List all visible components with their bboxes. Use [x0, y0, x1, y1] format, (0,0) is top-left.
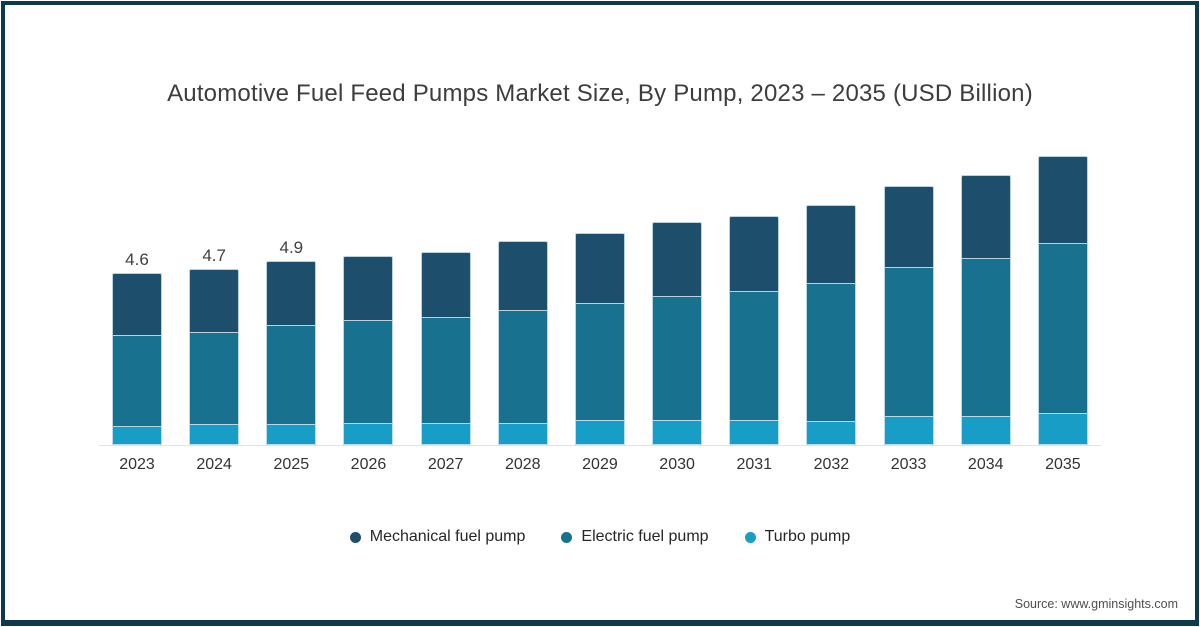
legend-item-mechanical-fuel-pump: Mechanical fuel pump	[349, 528, 526, 546]
bar-segment-electric-fuel-pump-2035	[1037, 243, 1088, 415]
legend-dot-icon	[349, 531, 361, 543]
stacked-bar-2024	[189, 268, 240, 445]
bar-segment-mechanical-fuel-pump-2028	[497, 240, 548, 311]
stacked-bar-2027	[420, 251, 471, 445]
legend-item-electric-fuel-pump: Electric fuel pump	[561, 528, 709, 546]
legend-label: Turbo pump	[764, 528, 851, 545]
stacked-bar-2026	[343, 255, 394, 445]
bar-segment-mechanical-fuel-pump-2034	[960, 175, 1011, 260]
x-axis-label-2035: 2035	[1045, 456, 1081, 473]
x-axis-label-2034: 2034	[967, 456, 1004, 473]
bar-column-2030	[652, 219, 703, 445]
x-axis-label-2033: 2033	[890, 456, 927, 473]
chart-title: Automotive Fuel Feed Pumps Market Size, …	[167, 80, 1033, 107]
x-axis-label-2030: 2030	[659, 456, 695, 473]
bar-segment-mechanical-fuel-pump-2033	[883, 186, 934, 268]
stacked-bar-2032	[806, 205, 857, 445]
legend: Mechanical fuel pump Electric fuel pump Tu…	[0, 528, 1200, 546]
bar-column-2024: 4.7	[189, 245, 240, 445]
legend-dot-icon	[744, 531, 756, 543]
bar-segment-turbo-pump-2025	[266, 425, 317, 445]
stacked-bar-2028	[497, 240, 548, 445]
bar-segment-mechanical-fuel-pump-2025	[266, 261, 317, 327]
bar-column-2034	[960, 172, 1011, 445]
legend-label: Electric fuel pump	[581, 528, 709, 545]
bar-segment-mechanical-fuel-pump-2032	[806, 205, 857, 284]
x-axis-line	[99, 445, 1101, 446]
bar-column-2027	[420, 249, 471, 445]
bar-segment-electric-fuel-pump-2029	[574, 304, 625, 422]
legend-item-turbo-pump: Turbo pump	[744, 528, 851, 546]
bar-segment-electric-fuel-pump-2024	[189, 333, 240, 426]
stacked-bar-2023	[112, 272, 162, 445]
plot-area: 4.6 4.7 4.9	[112, 140, 1088, 445]
bar-column-2023: 4.6	[112, 249, 162, 445]
x-axis-label-2028: 2028	[504, 456, 541, 473]
bar-segment-turbo-pump-2032	[806, 421, 857, 445]
bar-segment-turbo-pump-2029	[574, 421, 625, 445]
bar-column-2031	[729, 213, 780, 445]
stacked-bar-2031	[729, 216, 780, 445]
bar-column-2032	[806, 202, 857, 445]
stacked-bar-2025	[266, 261, 317, 445]
bar-column-2026	[343, 253, 394, 445]
bar-segment-electric-fuel-pump-2026	[343, 320, 394, 425]
bar-column-2029	[574, 230, 625, 445]
bar-segment-mechanical-fuel-pump-2031	[729, 216, 780, 292]
bar-segment-turbo-pump-2024	[189, 425, 240, 445]
bar-segment-mechanical-fuel-pump-2026	[343, 255, 394, 321]
legend-dot-icon	[561, 531, 573, 543]
bar-segment-turbo-pump-2028	[497, 424, 548, 445]
bar-segment-turbo-pump-2035	[1037, 414, 1088, 445]
bar-segment-electric-fuel-pump-2031	[729, 291, 780, 421]
bar-total-label-2024: 4.7	[202, 245, 226, 265]
bar-segment-electric-fuel-pump-2032	[806, 283, 857, 422]
bar-segment-mechanical-fuel-pump-2023	[112, 272, 162, 336]
bar-segment-turbo-pump-2031	[729, 420, 780, 445]
x-axis-label-2029: 2029	[582, 456, 618, 473]
bar-segment-turbo-pump-2027	[420, 424, 471, 445]
bar-column-2033	[883, 183, 934, 445]
x-axis-label-2031: 2031	[736, 456, 773, 473]
x-axis-label-2024: 2024	[196, 456, 232, 473]
bar-segment-turbo-pump-2034	[960, 416, 1011, 445]
x-axis-label-2026: 2026	[350, 456, 387, 473]
bar-segment-electric-fuel-pump-2030	[652, 296, 703, 421]
bar-segment-mechanical-fuel-pump-2024	[189, 268, 240, 334]
x-axis-label-2025: 2025	[273, 456, 310, 473]
stacked-bar-2033	[883, 186, 934, 445]
bar-segment-electric-fuel-pump-2027	[420, 317, 471, 424]
bar-column-2028	[497, 238, 548, 445]
bar-segment-turbo-pump-2033	[883, 416, 934, 445]
bar-column-2025: 4.9	[266, 238, 317, 445]
stacked-bar-2035	[1037, 156, 1088, 445]
bar-segment-turbo-pump-2030	[652, 421, 703, 445]
x-axis-labels: 2023 2024 2025 2026 2027 2028 2029 2030 2031 2032…	[112, 456, 1088, 474]
bar-total-label-2023: 4.6	[125, 249, 149, 269]
bar-segment-turbo-pump-2023	[112, 427, 162, 445]
bar-segment-electric-fuel-pump-2034	[960, 259, 1011, 417]
bar-segment-mechanical-fuel-pump-2035	[1037, 156, 1088, 244]
stacked-bar-2030	[652, 221, 703, 445]
bar-segment-mechanical-fuel-pump-2030	[652, 221, 703, 297]
bar-total-label-2025: 4.9	[279, 238, 304, 258]
x-axis-label-2032: 2032	[813, 456, 850, 473]
bar-segment-mechanical-fuel-pump-2027	[420, 251, 471, 318]
x-axis-label-2027: 2027	[427, 456, 464, 473]
stacked-bar-2029	[574, 233, 625, 445]
stacked-bar-2034	[960, 175, 1011, 445]
bar-segment-electric-fuel-pump-2033	[883, 268, 934, 417]
bar-column-2035	[1037, 153, 1088, 445]
source-text: Source: www.gminsights.com	[1014, 597, 1178, 611]
bar-segment-electric-fuel-pump-2028	[497, 310, 548, 424]
legend-label: Mechanical fuel pump	[369, 528, 526, 545]
bar-segment-turbo-pump-2026	[343, 424, 394, 445]
bar-segment-electric-fuel-pump-2025	[266, 326, 317, 426]
bar-segment-mechanical-fuel-pump-2029	[574, 233, 625, 304]
bar-segment-electric-fuel-pump-2023	[112, 335, 162, 427]
x-axis-label-2023: 2023	[119, 456, 155, 473]
